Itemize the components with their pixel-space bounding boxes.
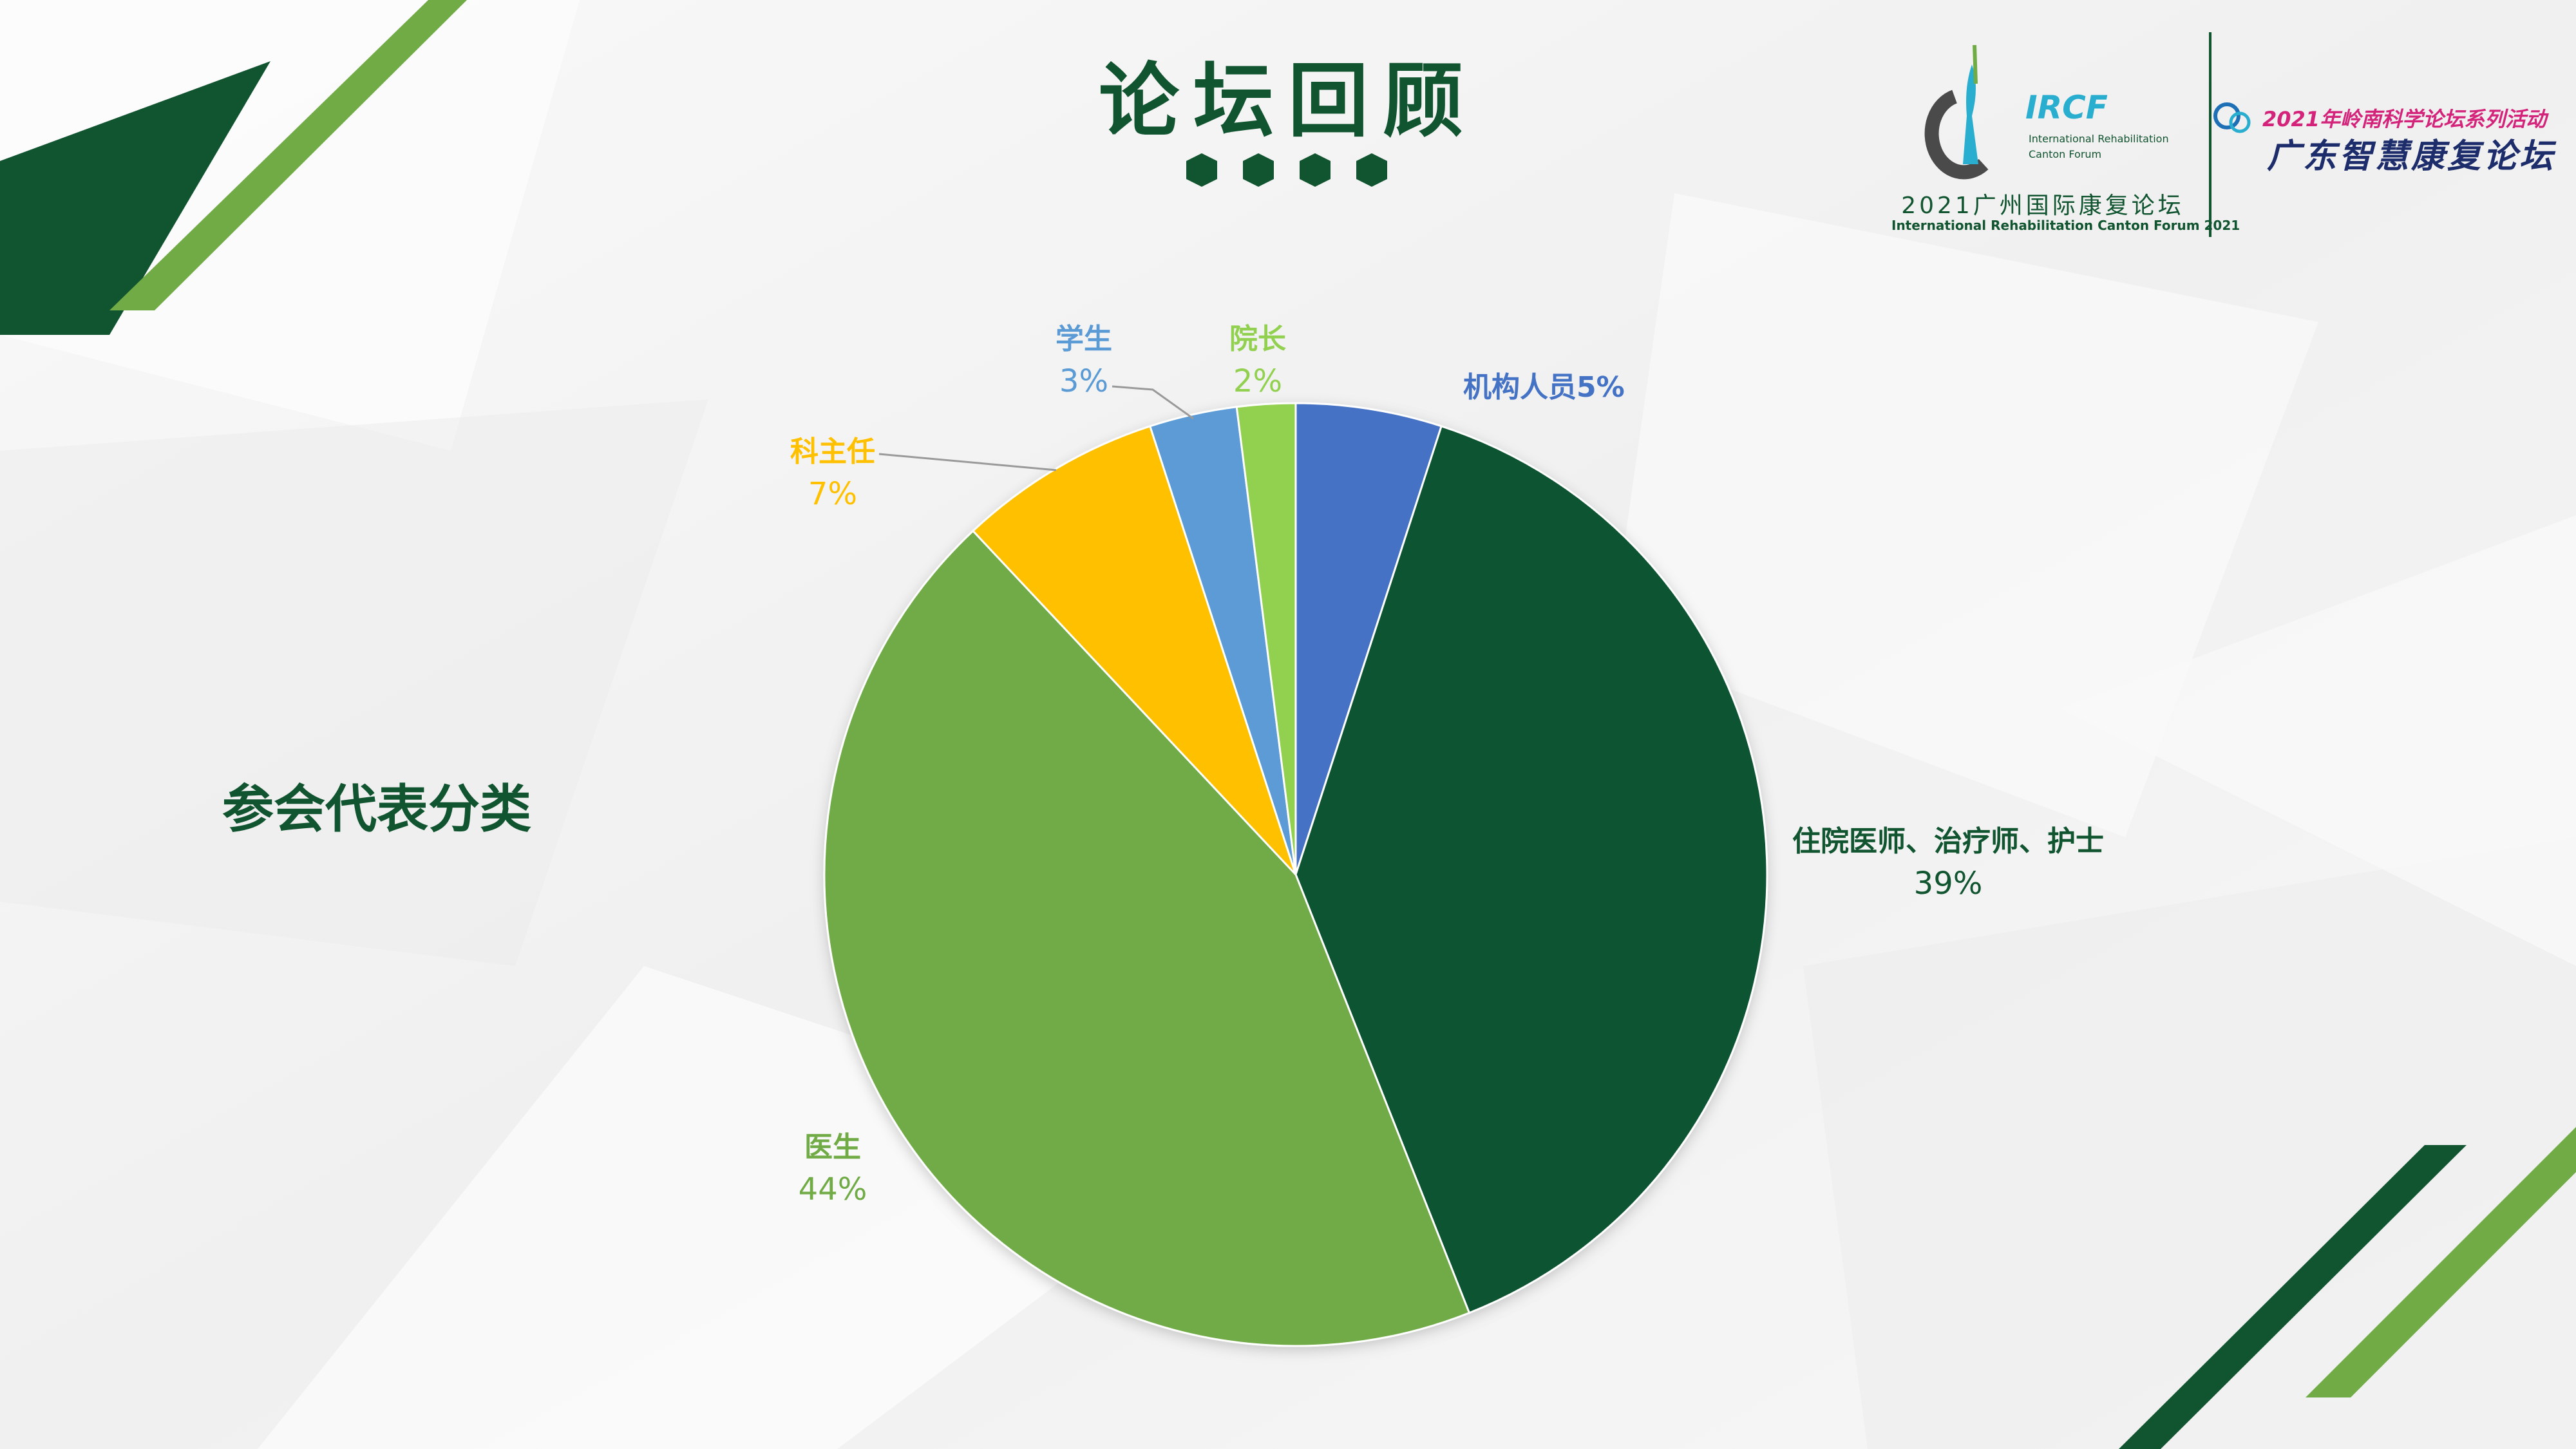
pie-leader-line-3 bbox=[878, 453, 1057, 471]
pie-label-category: 院长 bbox=[1229, 323, 1286, 355]
pie-label-percent: 44% bbox=[798, 1171, 867, 1208]
pie-slice-2 bbox=[823, 529, 1471, 1347]
pie-label-3: 科主任 7% bbox=[639, 428, 1026, 512]
forum-logo bbox=[1900, 26, 2563, 245]
irc-emblem-icon bbox=[1924, 32, 2251, 237]
pie-label-category: 住院医师、治疗师、护士 bbox=[1792, 825, 2104, 858]
decor-stripe-dark-bottom bbox=[2119, 1145, 2467, 1449]
logo-mark-text: IRCF bbox=[2025, 89, 2108, 126]
title-dots-decor bbox=[1186, 153, 1387, 187]
pie-label-category: 学生 bbox=[1056, 323, 1112, 355]
logo-series-name: 广东智慧康复论坛 bbox=[2267, 137, 2556, 176]
pie-label-category: 科主任 bbox=[790, 435, 875, 468]
page-title: 论坛回顾 bbox=[1099, 55, 1477, 148]
chart-side-label: 参会代表分类 bbox=[222, 779, 531, 839]
pie-label-percent: 39% bbox=[1913, 866, 1983, 902]
pie-label-1: 住院医师、治疗师、护士 39% bbox=[1755, 818, 2141, 902]
pie-label-percent: 2% bbox=[1233, 363, 1283, 399]
pie-label-4: 学生 3% bbox=[891, 316, 1277, 399]
pie-label-5: 院长 2% bbox=[1065, 316, 1451, 399]
pie-slice-1 bbox=[1294, 424, 1768, 1314]
logo-forum-name: 2021广州国际康复论坛 bbox=[1901, 193, 2184, 219]
pie-label-percent: 3% bbox=[1059, 363, 1109, 399]
pie-leader-line-4 bbox=[1112, 385, 1194, 420]
pie-label-text: 机构人员5% bbox=[1463, 371, 1625, 404]
logo-forum-name-en: International Rehabilitation Canton Foru… bbox=[1891, 218, 2240, 233]
decor-stripe-light-bottom bbox=[2306, 1127, 2576, 1397]
pie-label-2: 医生 44% bbox=[639, 1124, 1026, 1208]
pie-slice-3 bbox=[971, 424, 1297, 876]
pie-label-0: 机构人员5% bbox=[1463, 364, 1625, 405]
pie-slice-0 bbox=[1294, 402, 1443, 875]
pie-slices bbox=[823, 402, 1768, 1347]
pie-label-category: 医生 bbox=[804, 1131, 861, 1164]
decor-stripe-dark-top bbox=[0, 61, 270, 335]
pie-label-percent: 7% bbox=[808, 476, 858, 512]
logo-subtitle-line2: Canton Forum bbox=[2029, 148, 2102, 160]
logo-subtitle-line1: International Rehabilitation bbox=[2029, 133, 2169, 145]
logo-series-title: 2021年岭南科学论坛系列活动 bbox=[2262, 107, 2547, 131]
decor-stripe-light-top bbox=[109, 0, 467, 310]
pie-slice-5 bbox=[1235, 402, 1297, 875]
